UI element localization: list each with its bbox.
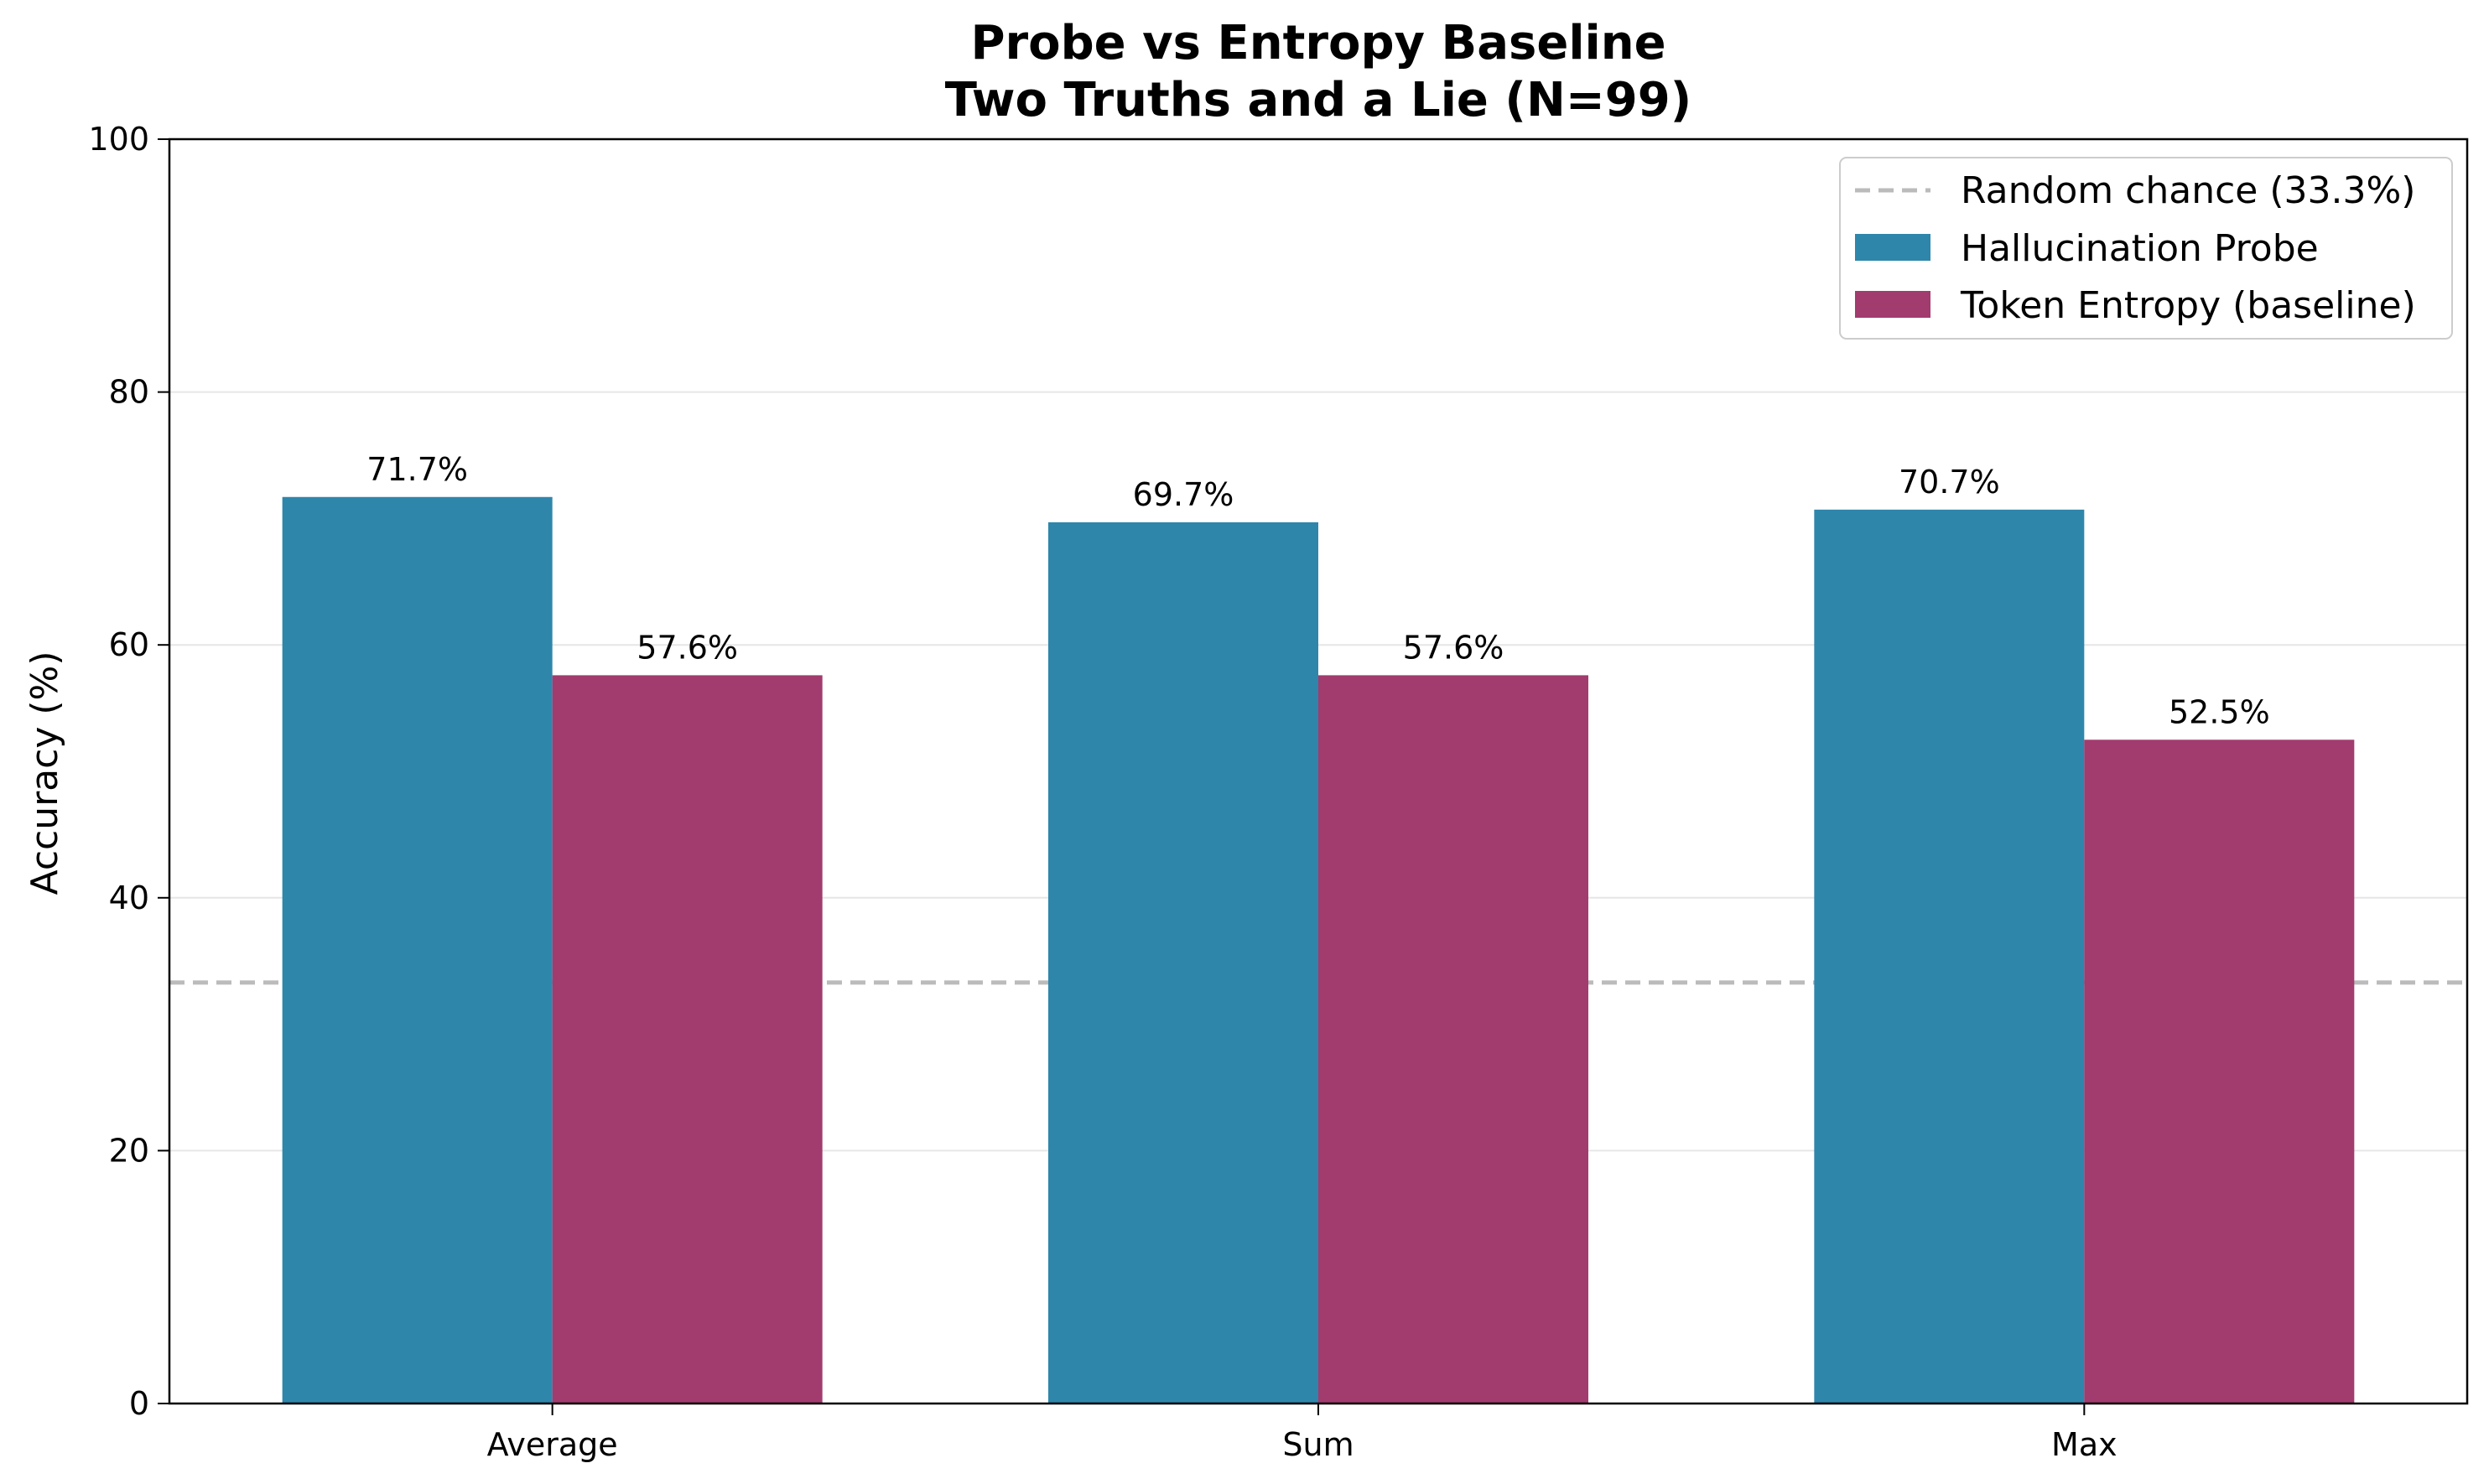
y-axis-label: Accuracy (%) — [23, 651, 66, 895]
legend-swatch-entropy — [1855, 291, 1930, 318]
y-tick-label: 80 — [109, 374, 149, 411]
bar-value-label: 71.7% — [366, 451, 468, 488]
y-tick-label: 60 — [109, 626, 149, 663]
bar — [552, 675, 823, 1404]
legend-label-probe: Hallucination Probe — [1961, 227, 2319, 270]
legend: Random chance (33.3%) Hallucination Prob… — [1839, 157, 2453, 340]
chart-subtitle: Two Truths and a Lie (N=99) — [945, 73, 1692, 127]
bar-value-label: 70.7% — [1899, 464, 2000, 501]
x-tick-label: Sum — [1282, 1426, 1354, 1463]
y-tick-label: 20 — [109, 1132, 149, 1169]
bar-value-label: 52.5% — [2169, 693, 2270, 730]
bar — [1814, 509, 2085, 1404]
bar-value-label: 57.6% — [1403, 629, 1504, 666]
bar-labels: 71.7% 57.6% 69.7% 57.6% 70.7% 52.5% — [366, 451, 2269, 731]
legend-label-entropy: Token Entropy (baseline) — [1960, 284, 2416, 327]
legend-box — [1839, 157, 2453, 340]
bar-value-label: 57.6% — [637, 629, 738, 666]
bars — [282, 496, 2355, 1404]
x-ticks: Average Sum Max — [487, 1404, 2117, 1463]
chart-title: Probe vs Entropy Baseline — [970, 16, 1665, 70]
bar — [282, 496, 553, 1404]
x-tick-label: Max — [2051, 1426, 2117, 1463]
legend-label-reference: Random chance (33.3%) — [1961, 169, 2415, 212]
y-tick-label: 0 — [129, 1385, 149, 1422]
y-tick-label: 100 — [88, 121, 149, 158]
bar — [2084, 739, 2355, 1404]
legend-swatch-probe — [1855, 234, 1930, 261]
bar — [1048, 521, 1318, 1404]
y-tick-label: 40 — [109, 880, 149, 916]
bar — [1318, 675, 1588, 1404]
y-ticks: 0 20 40 60 80 100 — [88, 121, 169, 1422]
bar-value-label: 69.7% — [1133, 476, 1234, 513]
x-tick-label: Average — [487, 1426, 618, 1463]
